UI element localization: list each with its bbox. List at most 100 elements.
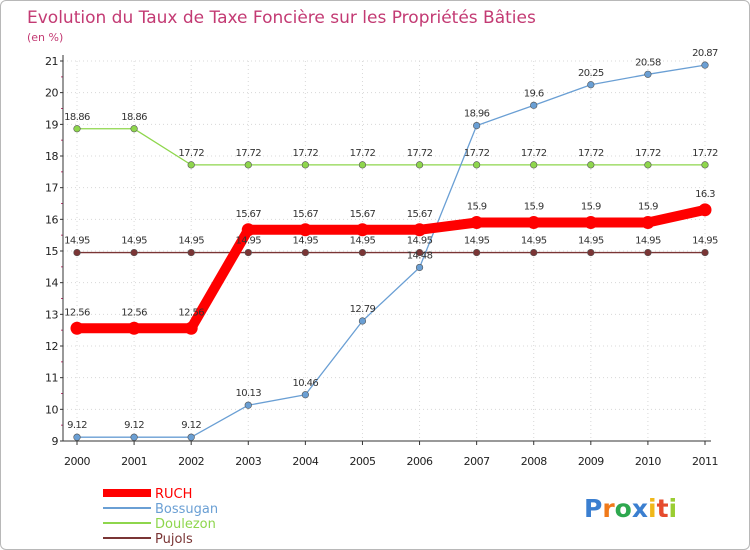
data-label-doulezon: 17.72: [350, 148, 376, 159]
point-pujols: [301, 248, 309, 257]
point-ruch: [470, 216, 484, 229]
data-label-doulezon: 17.72: [464, 148, 490, 159]
chart-subtitle: (en %): [27, 31, 63, 44]
point-doulezon: [530, 161, 538, 169]
point-ruch: [127, 321, 141, 335]
data-label-pujols: 14.95: [350, 236, 376, 247]
data-label-ruch: 15.9: [524, 202, 544, 213]
point-bossugan: [473, 121, 481, 130]
data-label-bossugan: 10.13: [235, 388, 261, 399]
y-tick-label: 14: [45, 277, 58, 290]
point-pujols: [187, 248, 195, 257]
point-bossugan: [244, 401, 252, 409]
y-tick-label: 20: [45, 87, 58, 100]
axes: 9 10 11 12 13 14 15 16 17 18 19 20 21 2000 2001 2002 200…: [45, 55, 719, 468]
logo-letter: i: [669, 494, 678, 523]
data-label-doulezon: 17.72: [635, 148, 661, 159]
logo-letter: r: [602, 494, 615, 523]
point-pujols: [130, 248, 138, 257]
data-label-bossugan: 9.12: [124, 420, 144, 431]
point-doulezon: [358, 161, 367, 169]
point-bossugan: [130, 433, 138, 441]
x-tick-label: 2001: [121, 455, 147, 468]
point-ruch: [241, 223, 255, 237]
point-pujols: [415, 248, 424, 257]
chart-title: Evolution du Taux de Taxe Foncière sur l…: [27, 8, 536, 28]
point-ruch: [184, 321, 198, 335]
series-line-bossugan: [76, 64, 706, 438]
point-bossugan: [530, 101, 538, 109]
data-label-doulezon: 17.72: [407, 148, 433, 159]
data-label-bossugan: 14.48: [407, 250, 433, 261]
point-bossugan: [358, 317, 367, 325]
data-label-doulezon: 17.72: [521, 148, 547, 159]
point-ruch: [298, 223, 312, 237]
y-tick-label: 17: [45, 182, 58, 195]
point-pujols: [530, 248, 538, 257]
x-tick-label: 2006: [407, 455, 433, 468]
x-tick-label: 2003: [235, 455, 261, 468]
data-label-pujols: 14.95: [521, 236, 547, 247]
point-doulezon: [644, 161, 652, 169]
data-label-ruch: 16.3: [695, 189, 715, 200]
data-label-pujols: 14.95: [121, 236, 147, 247]
data-label-ruch: 15.67: [350, 209, 376, 220]
data-label-ruch: 15.9: [467, 202, 487, 213]
data-label-bossugan: 20.58: [635, 57, 661, 68]
y-tick-label: 15: [45, 245, 58, 258]
logo-letter: x: [632, 494, 648, 523]
point-doulezon: [301, 161, 309, 169]
point-doulezon: [130, 125, 138, 133]
x-tick-label: 2000: [64, 455, 90, 468]
legend-label-bossugan: Bossugan: [155, 502, 218, 517]
logo-letter: i: [648, 494, 657, 523]
point-bossugan: [187, 433, 195, 441]
data-label-bossugan: 18.96: [464, 109, 490, 120]
point-pujols: [587, 248, 595, 257]
x-tick-label: 2007: [464, 455, 490, 468]
data-label-doulezon: 17.72: [293, 148, 319, 159]
point-bossugan: [587, 81, 595, 89]
series-line-doulezon: [76, 128, 706, 166]
x-tick-label: 2010: [635, 455, 661, 468]
point-doulezon: [587, 161, 595, 169]
point-ruch: [70, 321, 84, 335]
grid: [63, 60, 707, 442]
data-label-pujols: 14.95: [692, 236, 718, 247]
y-tick-label: 12: [45, 340, 58, 353]
legend-label-pujols: Pujols: [155, 532, 193, 547]
series-layer: [70, 61, 712, 441]
data-label-doulezon: 17.72: [578, 148, 604, 159]
data-label-ruch: 15.67: [293, 209, 319, 220]
data-label-bossugan: 9.12: [67, 420, 87, 431]
y-tick-label: 16: [45, 213, 58, 226]
data-label-doulezon: 17.72: [235, 148, 261, 159]
x-tick-label: 2009: [578, 455, 604, 468]
y-tick-label: 13: [45, 308, 58, 321]
series-line-ruch: [72, 204, 710, 334]
point-pujols: [473, 248, 481, 257]
data-label-ruch: 12.56: [178, 307, 204, 318]
data-label-doulezon: 18.86: [64, 112, 90, 123]
y-tick-label: 11: [45, 372, 58, 385]
data-label-pujols: 14.95: [578, 236, 604, 247]
point-doulezon: [244, 161, 252, 169]
y-tick-label: 10: [45, 403, 58, 416]
data-label-pujols: 14.95: [235, 236, 261, 247]
point-pujols: [644, 248, 652, 257]
point-pujols: [358, 248, 367, 257]
point-doulezon: [73, 125, 81, 133]
logo-letter: o: [615, 494, 632, 523]
logo-letter: P: [584, 494, 602, 523]
x-tick-label: 2004: [292, 455, 318, 468]
point-bossugan: [415, 263, 424, 272]
data-label-bossugan: 9.12: [181, 420, 201, 431]
logo-letter: t: [657, 494, 669, 523]
y-tick-label: 19: [45, 118, 58, 131]
data-label-ruch: 15.9: [638, 202, 658, 213]
point-doulezon: [473, 161, 481, 169]
data-label-doulezon: 18.86: [121, 112, 147, 123]
point-ruch: [698, 203, 712, 217]
